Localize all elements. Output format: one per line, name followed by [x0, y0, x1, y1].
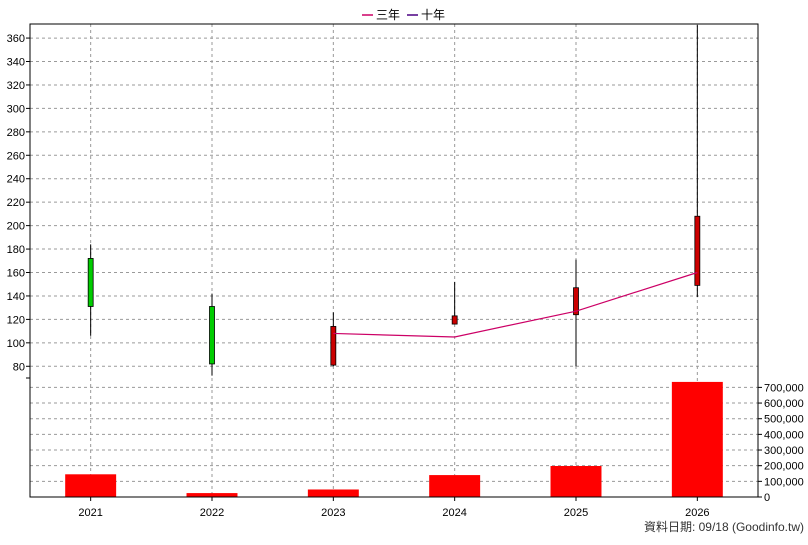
candles	[87, 25, 701, 376]
price-tick-label: 240	[7, 174, 25, 186]
plot-frame	[29, 23, 759, 498]
volume-tick-label: 0	[764, 492, 770, 504]
ma-line-three-year	[333, 271, 698, 338]
legend-label-three-year: 三年	[376, 8, 400, 22]
price-tick-label: 220	[7, 197, 25, 209]
volume-bar	[671, 381, 723, 497]
volume-tick-label: 700,000	[764, 382, 804, 394]
price-tick-label: 120	[7, 314, 25, 326]
volume-tick-label: 200,000	[764, 461, 804, 473]
price-tick-label: 100	[7, 338, 25, 350]
x-tick-label: 2025	[564, 507, 588, 519]
volume-tick-label: 100,000	[764, 476, 804, 488]
candle-body	[330, 326, 337, 366]
axes: 80 100 120 140 160 180 200 220 240 260 280 300 320 34…	[7, 23, 804, 519]
x-tick-label: 2021	[78, 507, 102, 519]
price-tick-label: 340	[7, 57, 25, 69]
price-tick-label: 180	[7, 244, 25, 256]
candle-body	[451, 315, 458, 325]
legend-label-ten-year: 十年	[421, 8, 445, 22]
candle-body	[573, 287, 579, 316]
candle-body	[209, 306, 215, 365]
legend: 三年 十年	[362, 8, 445, 22]
ma-lines	[333, 271, 698, 338]
price-tick-label: 140	[7, 291, 25, 303]
candle-body	[87, 258, 94, 307]
volume-bar	[550, 465, 602, 497]
x-tick-label: 2023	[321, 507, 345, 519]
volume-bars	[65, 381, 723, 497]
volume-tick-label: 600,000	[764, 398, 804, 410]
x-tick-label: 2022	[200, 507, 224, 519]
volume-bar	[307, 489, 359, 497]
volume-bar	[186, 493, 238, 497]
price-tick-label: 160	[7, 268, 25, 280]
price-tick-label: 360	[7, 33, 25, 45]
grid	[30, 24, 758, 498]
volume-bar	[65, 474, 117, 497]
volume-tick-label: 500,000	[764, 414, 804, 426]
candle-body	[694, 215, 701, 286]
volume-tick-label: 400,000	[764, 429, 804, 441]
price-tick-label: 260	[7, 150, 25, 162]
price-tick-label: 300	[7, 103, 25, 115]
price-tick-label: 80	[13, 361, 25, 373]
price-tick-label: 320	[7, 80, 25, 92]
data-date-footer: 資料日期: 09/18 (Goodinfo.tw)	[644, 520, 804, 534]
volume-bar	[429, 475, 481, 497]
volume-tick-label: 300,000	[764, 445, 804, 457]
x-tick-label: 2026	[685, 507, 709, 519]
x-tick-label: 2024	[442, 507, 466, 519]
price-tick-label: 200	[7, 221, 25, 233]
price-tick-label: 280	[7, 127, 25, 139]
